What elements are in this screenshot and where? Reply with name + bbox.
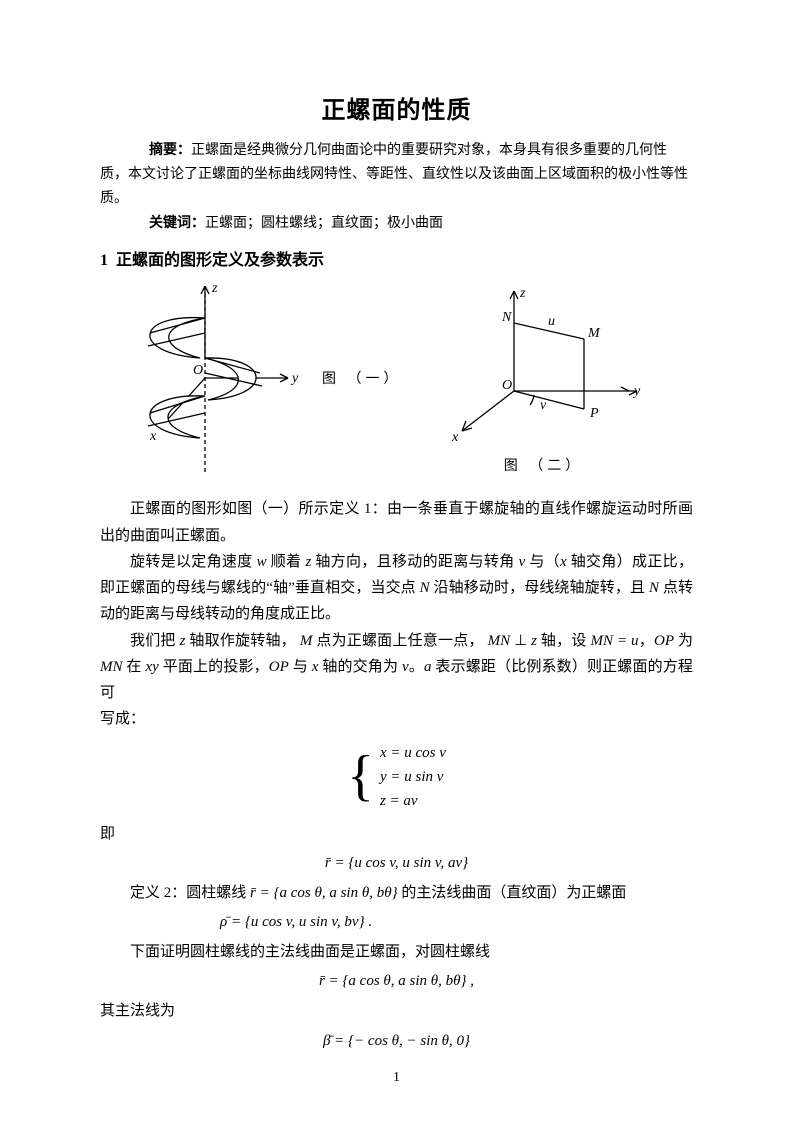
figure-row: z y x O 图 （一） — [100, 278, 693, 478]
equation-5: β̄ = {− cos θ, − sin θ, 0} — [100, 1033, 693, 1050]
p3-MN: MN — [488, 633, 511, 649]
p3-OP: OP — [654, 633, 674, 649]
keywords-text: 正螺面；圆柱螺线；直纹面；极小曲面 — [205, 216, 443, 231]
document-title: 正螺面的性质 — [100, 90, 693, 125]
p3-d: 轴，设 — [537, 633, 591, 649]
paragraph-2: 旋转是以定角速度 w 顺着 z 轴方向，且移动的距离与转角 v 与（x 轴交角）… — [100, 549, 693, 628]
figure-2-caption: 图 （二） — [444, 455, 644, 475]
p2-b: 顺着 — [267, 554, 306, 570]
figure-1-caption: 图 （一） — [322, 368, 402, 388]
brace-icon: { — [347, 751, 374, 801]
p3-perp: ⊥ — [510, 633, 531, 649]
keywords-label: 关键词： — [149, 216, 205, 231]
axes-block-diagram: z y x O N M P u v — [444, 281, 644, 451]
abstract: 摘要：正螺面是经典微分几何曲面论中的重要研究对象，本身具有很多重要的几何性质，本… — [100, 139, 693, 210]
svg-text:z: z — [211, 281, 218, 296]
eq5-text: β̄ = {− cos θ, − sin θ, 0} — [323, 1033, 470, 1049]
equation-3: ρ̄ = {u cos v, u sin v, bv} . — [100, 914, 693, 931]
svg-text:y: y — [290, 371, 299, 386]
p3-a2: a — [424, 659, 432, 675]
svg-text:O: O — [193, 363, 203, 378]
svg-text:P: P — [589, 406, 599, 421]
keywords: 关键词：正螺面；圆柱螺线；直纹面；极小曲面 — [100, 212, 693, 232]
eq3-text: ρ̄ = {u cos v, u sin v, bv} . — [220, 914, 372, 930]
p2-N2: N — [649, 580, 659, 596]
p2-w: w — [257, 554, 267, 570]
p2-x: x — [560, 554, 567, 570]
p3-a: 我们把 — [130, 633, 180, 649]
def2-b: 的主法线曲面（直纹面）为正螺面 — [398, 885, 627, 901]
page-number: 1 — [0, 1070, 793, 1086]
svg-text:O: O — [502, 378, 512, 393]
p3-MN2: MN = u — [591, 633, 639, 649]
p2-c: 轴方向，且移动的距离与转角 — [311, 554, 518, 570]
paragraph-3: 我们把 z 轴取作旋转轴， M 点为正螺面上任意一点， MN ⊥ z 轴，设 M… — [100, 628, 693, 707]
svg-text:x: x — [451, 430, 459, 445]
p3-k: 。 — [409, 659, 424, 675]
svg-text:M: M — [587, 326, 601, 341]
p3-g: 在 — [123, 659, 146, 675]
p3-i: 与 — [289, 659, 312, 675]
svg-text:u: u — [548, 314, 555, 329]
p3-xy: xy — [145, 659, 158, 675]
p3-j: 轴的交角为 — [318, 659, 402, 675]
write-as: 写成： — [100, 706, 693, 732]
p3-MN3: MN — [100, 659, 123, 675]
svg-text:x: x — [149, 429, 157, 444]
equation-4: r̄ = {a cos θ, a sin θ, bθ} , — [100, 973, 693, 990]
p3-M: M — [300, 633, 313, 649]
page: 正螺面的性质 摘要：正螺面是经典微分几何曲面论中的重要研究对象，本身具有很多重要… — [0, 0, 793, 1122]
figure-2: z y x O N M P u v 图 （二） — [444, 281, 644, 475]
def2-eq: r̄ = {a cos θ, a sin θ, bθ} — [250, 885, 398, 901]
p2-d: 与（ — [525, 554, 560, 570]
p2-a: 旋转是以定角速度 — [130, 554, 257, 570]
eq2-text: r̄ = {u cos v, u sin v, av} — [325, 855, 468, 871]
p3-OP2: OP — [269, 659, 289, 675]
eq1-line2: y = u sin v — [380, 765, 443, 789]
p2-f: 沿轴移动时，母线绕轴旋转，且 — [430, 580, 649, 596]
section-1-number: 1 — [100, 252, 108, 269]
eq1-line3: z = av — [380, 789, 418, 813]
p3-c: 点为正螺面上任意一点， — [312, 633, 487, 649]
definition-2: 定义 2：圆柱螺线 r̄ = {a cos θ, a sin θ, bθ} 的主… — [100, 880, 693, 906]
eq4-text: r̄ = {a cos θ, a sin θ, bθ} , — [319, 973, 474, 989]
p2-N: N — [420, 580, 430, 596]
equation-2: r̄ = {u cos v, u sin v, av} — [100, 855, 693, 872]
def2-a: 定义 2：圆柱螺线 — [130, 885, 250, 901]
p3-e: ， — [639, 633, 654, 649]
paragraph-6: 其主法线为 — [100, 998, 693, 1024]
paragraph-1: 正螺面的图形如图（一）所示定义 1：由一条垂直于螺旋轴的直线作螺旋运动时所画出的… — [100, 496, 693, 549]
svg-text:N: N — [501, 310, 512, 325]
section-1-title: 正螺面的图形定义及参数表示 — [116, 252, 324, 269]
p3-v: v — [402, 659, 409, 675]
svg-text:z: z — [519, 286, 526, 301]
p3-h: 平面上的投影， — [159, 659, 269, 675]
helicoid-diagram: z y x O — [100, 278, 300, 478]
equation-1: { x = u cos v y = u sin v z = av — [100, 741, 693, 813]
svg-text:y: y — [632, 384, 641, 399]
figure-1: z y x O — [100, 278, 300, 478]
svg-text:v: v — [540, 398, 547, 413]
paragraph-5: 下面证明圆柱螺线的主法线曲面是正螺面，对圆柱螺线 — [100, 939, 693, 965]
abstract-label: 摘要： — [149, 143, 191, 158]
p3-b: 轴取作旋转轴， — [185, 633, 299, 649]
ji-label: 即 — [100, 821, 693, 847]
section-1-heading: 1 正螺面的图形定义及参数表示 — [100, 246, 693, 270]
p3-f: 为 — [674, 633, 693, 649]
eq1-line1: x = u cos v — [380, 741, 446, 765]
